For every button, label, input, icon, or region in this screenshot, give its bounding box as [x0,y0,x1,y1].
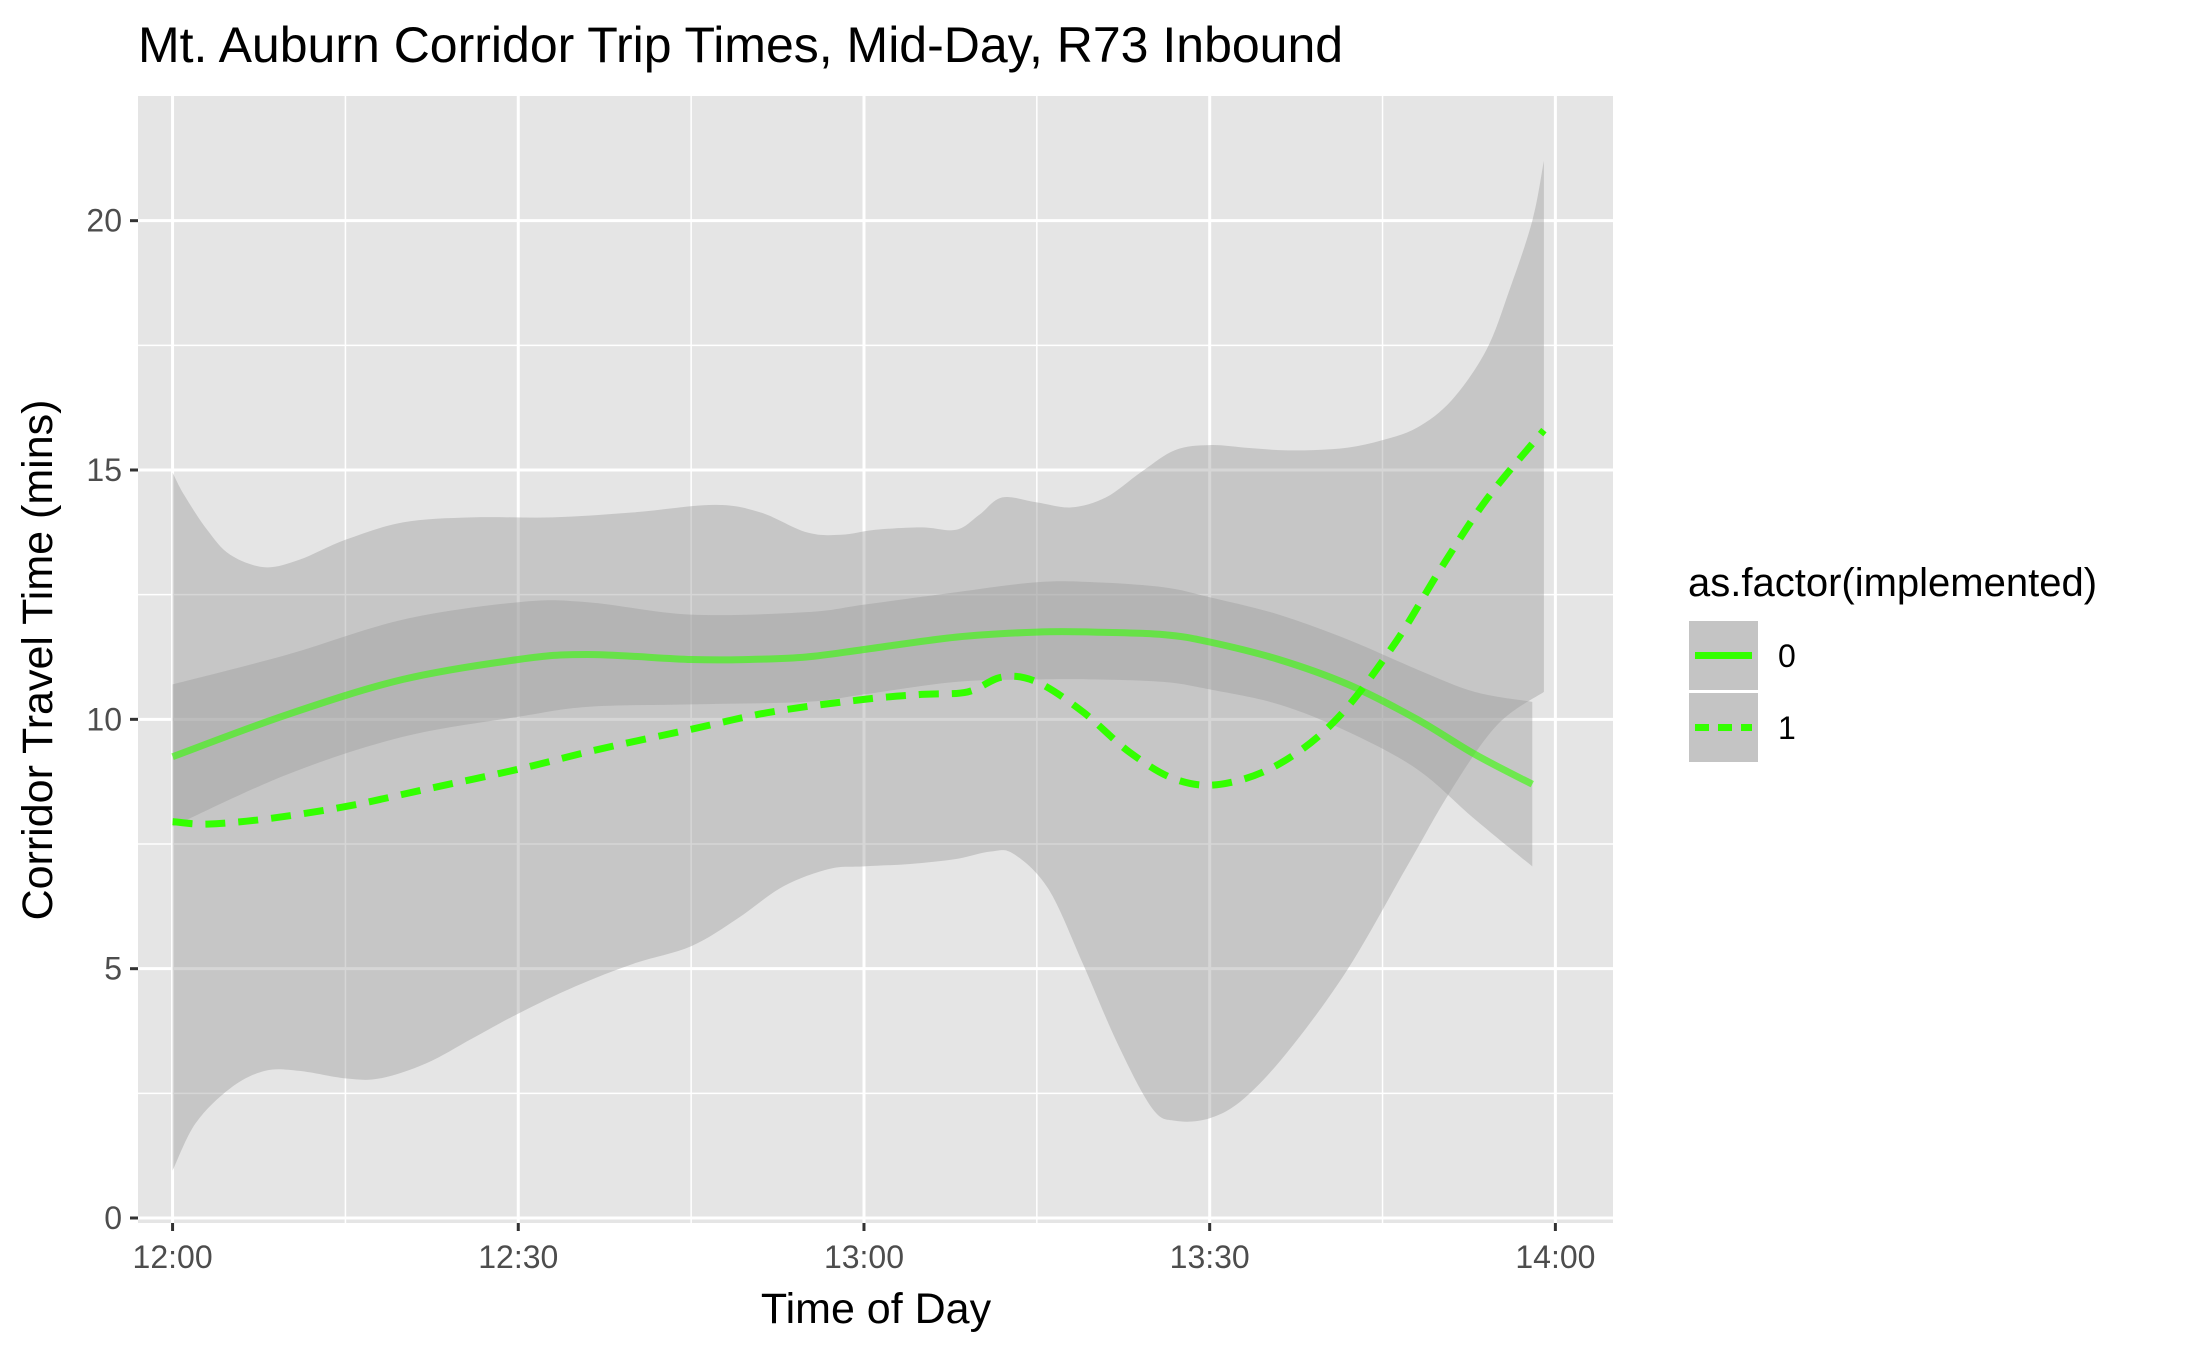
plot-panel [138,96,1613,1223]
legend-title: as.factor(implemented) [1688,561,2097,605]
x-tick-label: 12:00 [133,1239,213,1275]
y-tick-label: 0 [104,1200,122,1236]
confidence-band-series-0 [172,581,1533,867]
confidence-bands [172,160,1544,1171]
y-tick-label: 15 [86,452,122,488]
x-tick-label: 13:00 [824,1239,904,1275]
series-line-0 [171,628,1534,788]
y-tick-label: 20 [86,203,122,239]
chart-title: Mt. Auburn Corridor Trip Times, Mid-Day,… [138,17,1343,73]
y-tick-label: 5 [104,951,122,987]
legend: as.factor(implemented) 01 [1687,561,2097,764]
x-axis-title: Time of Day [761,1285,992,1333]
y-tick-label: 10 [86,701,122,737]
confidence-band-series-1 [172,160,1544,1171]
x-tick-label: 13:30 [1170,1239,1250,1275]
series-lines [171,427,1547,828]
legend-label-1: 1 [1778,710,1796,746]
y-axis-title: Corridor Travel Time (mins) [14,400,62,921]
x-tick-label: 12:30 [478,1239,558,1275]
legend-label-0: 0 [1778,638,1796,674]
x-tick-label: 14:00 [1515,1239,1595,1275]
axes: 12:00 12:30 13:00 13:30 14:00 0 5 10 15 20 [86,203,1595,1275]
legend-keys: 01 [1687,619,1796,764]
series-line-1 [172,427,1547,828]
